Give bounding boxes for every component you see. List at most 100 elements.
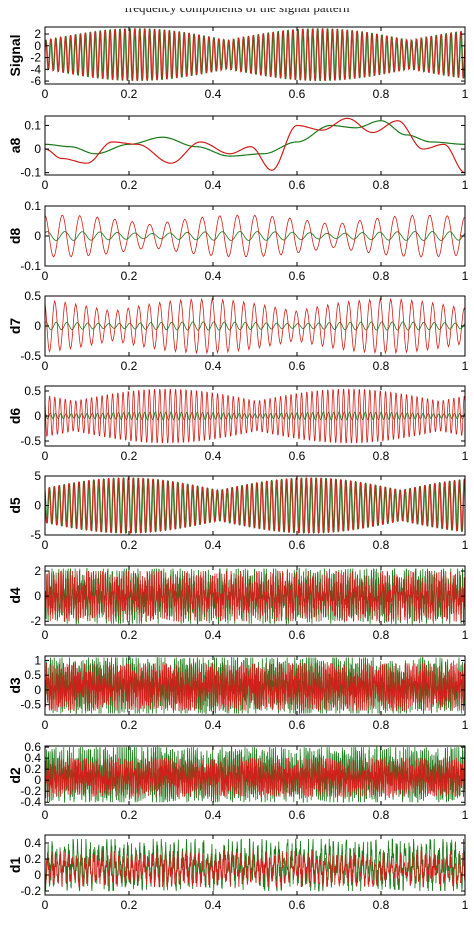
x-tick-label: 0 xyxy=(42,628,49,642)
x-tick-label: 0.2 xyxy=(121,359,138,373)
series-d7-2-line xyxy=(45,297,465,355)
panel-a8-frame xyxy=(44,115,466,176)
x-tick-label: 0.8 xyxy=(373,808,390,822)
series-d8-2-line xyxy=(45,214,465,258)
x-tick-label: 0.6 xyxy=(289,449,306,463)
x-tick-label: 0.8 xyxy=(373,87,390,101)
x-tick-label: 0 xyxy=(42,269,49,283)
panel-Signal-frame xyxy=(44,26,466,85)
x-tick-label: 0.8 xyxy=(373,628,390,642)
y-tick-label: -2 xyxy=(30,51,41,65)
x-tick-label: 0 xyxy=(42,178,49,192)
x-tick-label: 0.8 xyxy=(373,898,390,912)
x-tick-label: 0.6 xyxy=(289,808,306,822)
y-tick-label: 0.5 xyxy=(24,384,41,398)
y-tick-label: 0.6 xyxy=(24,740,41,754)
series-d5-2-line xyxy=(45,477,465,534)
x-tick-label: 0 xyxy=(42,898,49,912)
series-d4-2-line xyxy=(45,570,465,622)
ylabel-d3: d3 xyxy=(7,677,23,694)
x-tick-label: 0.4 xyxy=(205,449,222,463)
x-tick-label: 0.8 xyxy=(373,538,390,552)
x-tick-label: 0.6 xyxy=(289,538,306,552)
y-tick-label: -4 xyxy=(30,62,41,76)
ylabel-d4: d4 xyxy=(7,587,23,604)
series-d2-2-line xyxy=(45,756,465,799)
y-tick-label: -5 xyxy=(30,528,41,542)
series-d7-1-line xyxy=(45,321,465,331)
x-tick-label: 0.4 xyxy=(205,269,222,283)
x-tick-label: 0.6 xyxy=(289,718,306,732)
x-tick-label: 0.2 xyxy=(121,898,138,912)
x-tick-label: 0.4 xyxy=(205,538,222,552)
y-tick-label: 0 xyxy=(34,773,41,787)
x-tick-label: 1 xyxy=(462,87,469,101)
x-tick-label: 0 xyxy=(42,808,49,822)
panel-d7: 0 0.2 0.4 0.6 0.8 10.50-0.5d7 xyxy=(7,289,469,373)
x-tick-label: 0.4 xyxy=(205,87,222,101)
y-tick-label: 0.2 xyxy=(24,762,41,776)
y-tick-label: 2 xyxy=(34,27,41,41)
y-tick-label: 2 xyxy=(34,564,41,578)
y-tick-label: 0 xyxy=(34,409,41,423)
x-tick-label: 0 xyxy=(42,359,49,373)
y-tick-label: -0.5 xyxy=(20,698,41,712)
x-tick-label: 1 xyxy=(462,269,469,283)
series-Signal-2-line xyxy=(45,28,465,81)
ylabel-d7: d7 xyxy=(7,318,23,335)
series-d5-1-line xyxy=(45,477,465,534)
x-tick-label: 0.2 xyxy=(121,718,138,732)
ylabel-d1: d1 xyxy=(7,857,23,874)
x-tick-label: 0 xyxy=(42,718,49,732)
ylabel-d2: d2 xyxy=(7,767,23,784)
x-tick-label: 1 xyxy=(462,898,469,912)
panel-a8: 0 0.2 0.4 0.6 0.8 10.10-0.1a8 xyxy=(7,115,469,192)
series-d6-2-line xyxy=(45,388,465,444)
y-tick-label: 0.5 xyxy=(24,289,41,303)
x-tick-label: 0.4 xyxy=(205,808,222,822)
ylabel-d6: d6 xyxy=(7,408,23,425)
ylabel-Signal: Signal xyxy=(7,34,23,76)
x-tick-label: 0.6 xyxy=(289,87,306,101)
y-tick-label: 0 xyxy=(34,589,41,603)
x-tick-label: 0.4 xyxy=(205,178,222,192)
series-d6-1-line xyxy=(45,411,465,421)
y-tick-label: 0.1 xyxy=(24,118,41,132)
header-caption: frequency components of the signal patte… xyxy=(124,0,350,15)
y-tick-label: -2 xyxy=(30,614,41,628)
panel-d1: 0 0.2 0.4 0.6 0.8 10.40.20-0.2d1 xyxy=(7,834,469,912)
x-tick-label: 0.8 xyxy=(373,178,390,192)
x-tick-label: 0.6 xyxy=(289,898,306,912)
panel-d5: 0 0.2 0.4 0.6 0.8 150-5d5 xyxy=(7,469,469,552)
x-tick-label: 0.2 xyxy=(121,449,138,463)
x-tick-label: 0.4 xyxy=(205,628,222,642)
y-tick-label: 0 xyxy=(34,229,41,243)
x-tick-label: 0.2 xyxy=(121,178,138,192)
y-tick-label: 0 xyxy=(34,683,41,697)
x-tick-label: 0.8 xyxy=(373,718,390,732)
panel-d8: 0 0.2 0.4 0.6 0.8 10.10-0.1d8 xyxy=(7,199,469,283)
y-tick-label: -0.5 xyxy=(20,349,41,363)
ylabel-d8: d8 xyxy=(7,228,23,245)
y-tick-label: -0.5 xyxy=(20,434,41,448)
x-tick-label: 0.2 xyxy=(121,269,138,283)
y-tick-label: -0.1 xyxy=(20,166,41,180)
x-tick-label: 1 xyxy=(462,538,469,552)
x-tick-label: 0 xyxy=(42,87,49,101)
panel-d4-frame xyxy=(44,565,466,626)
x-tick-label: 0.6 xyxy=(289,359,306,373)
series-d3-2-line xyxy=(45,662,465,712)
y-tick-label: -0.4 xyxy=(20,795,41,809)
panel-d2-frame xyxy=(44,745,466,806)
x-tick-label: 0.8 xyxy=(373,449,390,463)
panel-d2: 0 0.2 0.4 0.6 0.8 10.60.40.20-0.2-0.4d2 xyxy=(7,740,469,822)
series-d1-1-line xyxy=(45,838,465,892)
x-tick-label: 0 xyxy=(42,538,49,552)
x-tick-label: 1 xyxy=(462,628,469,642)
panel-d3-frame xyxy=(44,655,466,716)
panel-d3: 0 0.2 0.4 0.6 0.8 110.50-0.5d3 xyxy=(7,653,469,732)
x-tick-label: 1 xyxy=(462,808,469,822)
panel-d4: 0 0.2 0.4 0.6 0.8 120-2d4 xyxy=(7,564,469,642)
